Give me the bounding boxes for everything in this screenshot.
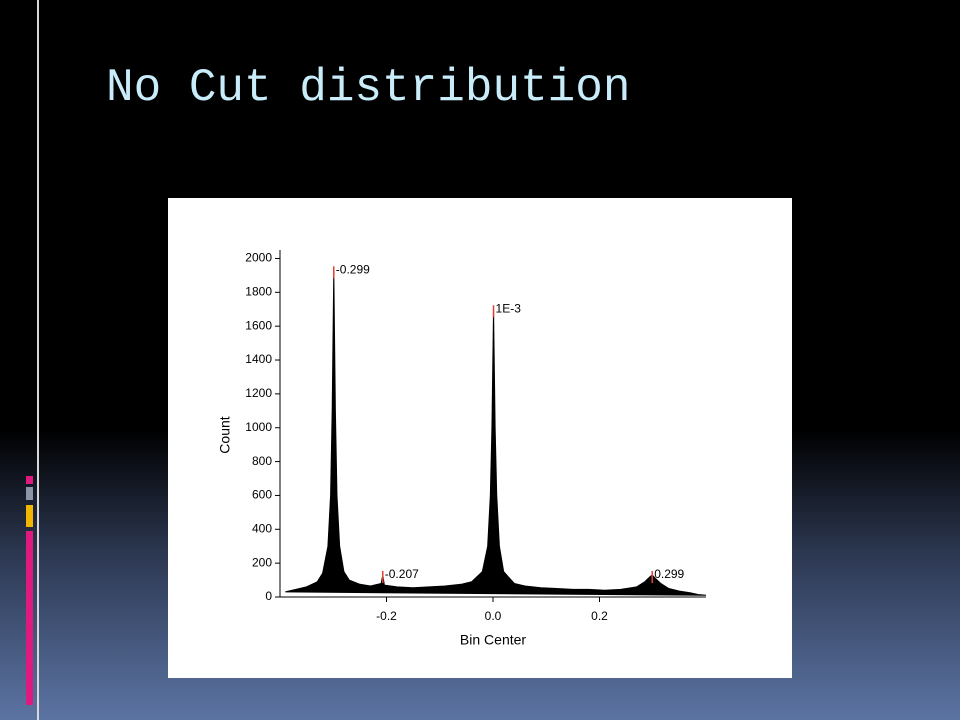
annotation: -0.299	[336, 262, 370, 276]
y-tick-label: 1000	[245, 420, 272, 434]
annotation: -0.207	[385, 567, 419, 581]
chart: Count Bin Center 0 200 400 600 800 1000 1200 14…	[217, 250, 707, 648]
accent	[26, 487, 33, 500]
y-tick-label: 1600	[245, 318, 272, 332]
y-tick-label: 1800	[245, 284, 272, 298]
accent	[26, 476, 33, 484]
accent	[26, 531, 33, 705]
y-tick-label: 600	[252, 488, 272, 502]
y-tick-label: 0	[265, 589, 272, 603]
x-tick-label: -0.2	[376, 609, 397, 623]
y-tick-label: 800	[252, 454, 272, 468]
annotation: 1E-3	[496, 301, 522, 315]
y-tick-label: 1400	[245, 352, 272, 366]
x-tick-label: 0.0	[485, 609, 502, 623]
y-axis-label: Count	[217, 416, 233, 453]
divider	[37, 0, 39, 720]
y-tick-label: 2000	[245, 251, 272, 265]
x-tick-label: 0.2	[591, 609, 608, 623]
y-tick-label: 1200	[245, 386, 272, 400]
slide-title: No Cut distribution	[106, 62, 631, 114]
accent	[26, 505, 33, 527]
y-tick-label: 400	[252, 521, 272, 535]
area	[285, 270, 707, 596]
chart-image: Count Bin Center 0 200 400 600 800 1000 1200 14…	[168, 198, 792, 678]
y-tick-label: 200	[252, 555, 272, 569]
annotation: 0.299	[654, 567, 684, 581]
x-axis-label: Bin Center	[460, 632, 526, 648]
